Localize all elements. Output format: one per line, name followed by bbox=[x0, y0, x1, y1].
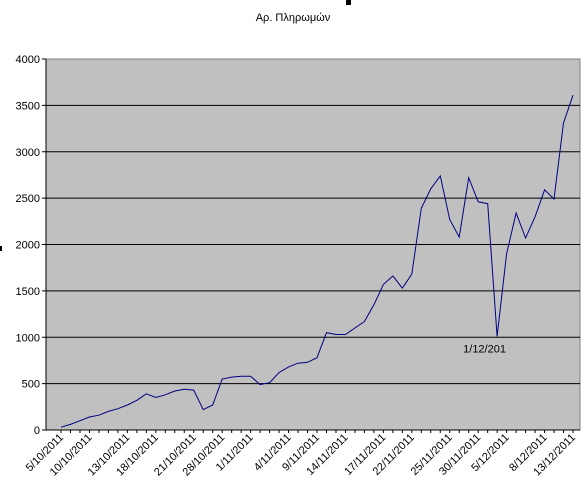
y-tick-label: 1500 bbox=[16, 286, 40, 298]
series-line bbox=[60, 95, 574, 428]
y-tick-label: 3000 bbox=[16, 147, 40, 159]
y-tick-label: 0 bbox=[34, 425, 40, 437]
y-tick-label: 500 bbox=[22, 379, 40, 391]
y-tick-label: 3500 bbox=[16, 100, 40, 112]
y-tick-label: 2500 bbox=[16, 193, 40, 205]
left-edge-fragment bbox=[0, 246, 2, 251]
y-tick-label: 1000 bbox=[16, 332, 40, 344]
y-tick-label: 2000 bbox=[16, 240, 40, 252]
chart-title: Αρ. Πληρωμών bbox=[255, 12, 331, 24]
top-edge-fragment bbox=[346, 0, 351, 5]
annotation-label: 1/12/201 bbox=[463, 343, 506, 355]
y-tick-label: 4000 bbox=[16, 54, 40, 66]
